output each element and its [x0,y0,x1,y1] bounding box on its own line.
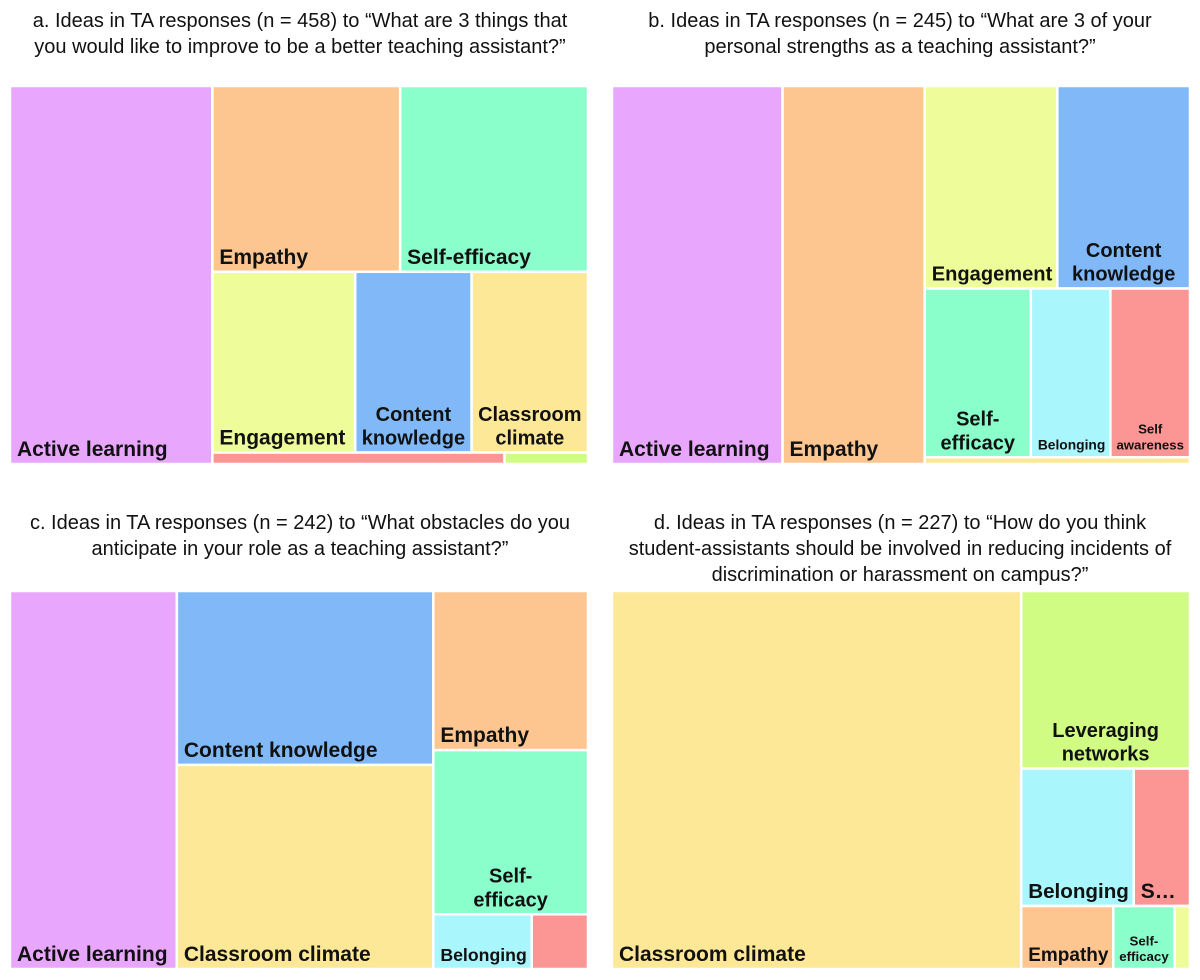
tile-label: Active learning [619,438,770,461]
tile-belonging: Belonging [1019,767,1135,908]
treemap-b: Active learning Empathy Engagement Content k… [610,84,1192,466]
tile-label: Engagement [932,264,1053,286]
tile-label: Empathy [219,246,308,269]
tile-content-knowledge: Content knowledge [175,589,435,767]
tile-label: Content knowledge [1072,240,1175,286]
tile-label: Classroom climate [478,404,581,450]
treemap-a: Active learning Empathy Self-efficacy Engag… [8,84,590,466]
tile-classroom-climate: Classroom climate [470,270,590,454]
tile-rect [211,451,506,466]
tile-self-efficacy: Self-efficacy [398,84,590,274]
tile-classroom-climate: Classroom climate [175,763,435,971]
tile-label: Active learning [17,943,168,966]
tile-belonging: Belonging [432,913,534,971]
tile-label: Self-efficacy [407,246,531,269]
tile-rect [1019,589,1192,770]
tile-empathy: Empathy [211,84,402,274]
chart-title: d. Ideas in TA responses (n = 227) to “H… [628,512,1172,586]
treemap-d: Classroom climate Leveraging networks Belon… [610,589,1192,971]
tile-label: Self awareness [1116,422,1183,453]
tile-content-knowledge: Content knowledge [353,270,473,454]
tile-engagement: Engagement [211,270,357,454]
tile-rect [470,270,590,454]
tile-rect [211,84,402,274]
tile-self-awareness [211,451,506,466]
tile-rect [1029,287,1112,459]
tile-rect [353,270,473,454]
tile-classroom-climate: Classroom climate [610,589,1023,971]
tile-empathy: Empathy [432,589,590,752]
tile-rect [398,84,590,274]
tile-leveraging-networks: Leveraging networks [1019,589,1192,770]
treemap-c: Active learning Content knowledge Classroo… [8,589,590,971]
chart-title: b. Ideas in TA responses (n = 245) to “W… [648,10,1152,58]
tile-rect [211,270,357,454]
tile-active-learning: Active learning [8,589,179,971]
tile-label: Engagement [219,427,345,450]
tile-rect [432,589,590,752]
tile-leveraging-networks [503,451,590,466]
tile-rect [1019,767,1135,908]
tile-engagement: Engagement [923,84,1059,290]
tile-label: Content knowledge [362,404,465,450]
tile-rect [923,287,1033,459]
tile-self-efficacy: Self-efficacy [923,287,1033,459]
tile-classroom-climate [923,456,1192,466]
tile-content-knowledge: Content knowledge [1056,84,1192,290]
tile-rect [923,84,1059,290]
tile-content-knowledge [1173,904,1192,971]
tile-label: S… [1141,880,1176,903]
tile-rect [530,913,590,971]
tile-rect [1019,904,1115,971]
tile-rect [781,84,926,466]
treemap-panel-c: c. Ideas in TA responses (n = 242) to “W… [0,490,600,980]
tile-label: Content knowledge [184,739,378,762]
tile-label: Empathy [790,438,879,461]
tile-label: Leveraging networks [1052,720,1159,766]
tile-self-awareness: Self awareness [1109,287,1192,459]
treemap-panel-b: b. Ideas in TA responses (n = 245) to “W… [600,0,1200,490]
tile-empathy: Empathy [781,84,926,466]
tile-rect [432,748,590,916]
chart-title: a. Ideas in TA responses (n = 458) to “W… [32,10,568,58]
tile-label: Belonging [1028,880,1129,903]
treemap-panel-d: d. Ideas in TA responses (n = 227) to “H… [600,490,1200,980]
tile-rect [8,589,179,971]
tile-rect [1132,767,1192,908]
tile-rect [923,456,1192,466]
tile-rect [610,84,784,466]
tile-belonging: Belonging [1029,287,1112,459]
tile-rect [432,913,534,971]
tile-rect [1109,287,1192,459]
tile-self-awareness: S… [1132,767,1192,908]
tile-rect [503,451,590,466]
tile-label: Empathy [1028,945,1109,966]
tile-rect [1173,904,1192,971]
tile-label: Classroom climate [184,943,371,966]
tile-active-learning: Active learning [8,84,214,466]
tile-rect [8,84,214,466]
tile-rect [610,589,1023,971]
tile-label: Active learning [17,438,168,461]
tile-label: Classroom climate [619,943,806,966]
tile-label: Self-efficacy [1119,933,1169,964]
tile-self-efficacy: Self-efficacy [1112,904,1176,971]
tile-self-awareness [530,913,590,971]
tile-label: Belonging [1038,437,1105,452]
tile-label: Belonging [440,945,526,965]
tile-label: Self-efficacy [473,866,548,912]
tile-rect [175,763,435,971]
chart-title: c. Ideas in TA responses (n = 242) to “W… [29,512,571,560]
tile-label: Empathy [440,724,529,747]
treemap-panel-a: a. Ideas in TA responses (n = 458) to “W… [0,0,600,490]
tile-empathy: Empathy [1019,904,1115,971]
tile-active-learning: Active learning [610,84,784,466]
tile-self-efficacy: Self-efficacy [432,748,590,916]
tile-label: Self-efficacy [941,409,1016,455]
